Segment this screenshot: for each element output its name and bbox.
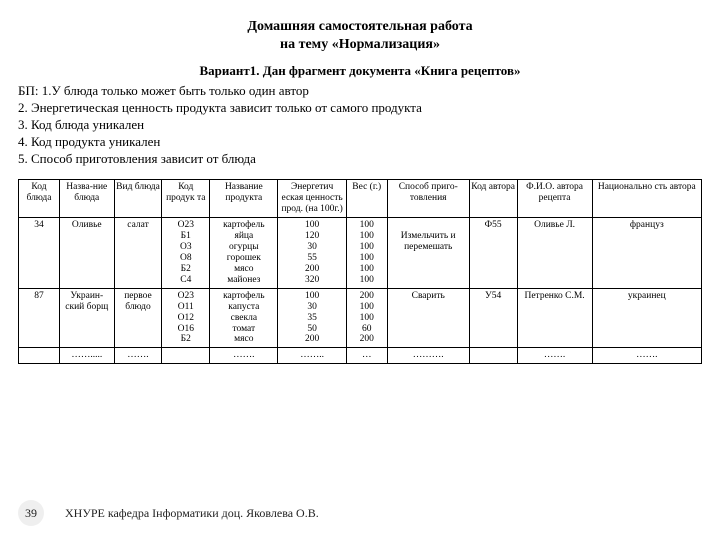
title-line-2: на тему «Нормализация»: [280, 37, 440, 52]
cell-prod_names: …….: [210, 348, 278, 364]
table-header-row: Код блюда Назва-ние блюда Вид блюда Код …: [19, 180, 702, 218]
cell-dish_name: Оливье: [59, 218, 114, 289]
cell-author_fio: Оливье Л.: [517, 218, 592, 289]
footer-department: ХНУРЕ кафедра Інформатики доц. Яковлева …: [65, 506, 319, 520]
col-prod-name: Название продукта: [210, 180, 278, 218]
page-footer: 39 ХНУРЕ кафедра Інформатики доц. Яковле…: [0, 500, 720, 526]
cell-dish_type: салат: [114, 218, 162, 289]
cell-author_nat: украинец: [592, 288, 701, 348]
col-dish-type: Вид блюда: [114, 180, 162, 218]
col-weight: Вес (г.): [346, 180, 387, 218]
table-row: 34ОливьесалатО23 Б1 О3 О8 Б2 С4картофель…: [19, 218, 702, 289]
cell-prod_codes: О23 О11 О12 О16 Б2: [162, 288, 210, 348]
col-author-nat: Национально сть автора: [592, 180, 701, 218]
cell-prod_names: картофель капуста свекла томат мясо: [210, 288, 278, 348]
bp-1: БП: 1.У блюда только может быть только о…: [18, 83, 702, 100]
cell-code_dish: 87: [19, 288, 60, 348]
cell-weight: 200 100 100 60 200: [346, 288, 387, 348]
cell-author_code: У54: [469, 288, 517, 348]
business-rules: БП: 1.У блюда только может быть только о…: [18, 83, 702, 167]
cell-author_code: [469, 348, 517, 364]
variant-heading: Вариант1. Дан фрагмент документа «Книга …: [18, 63, 702, 79]
cell-author_fio: Петренко С.М.: [517, 288, 592, 348]
cell-prod_codes: [162, 348, 210, 364]
cell-dish_name: Украин-ский борщ: [59, 288, 114, 348]
bp-2: 2. Энергетическая ценность продукта зави…: [18, 100, 702, 117]
bp-5: 5. Способ приготовления зависит от блюда: [18, 151, 702, 168]
bp-3: 3. Код блюда уникален: [18, 117, 702, 134]
cell-dish_name: …….....: [59, 348, 114, 364]
page-number: 39: [18, 500, 44, 526]
cell-weight: 100 100 100 100 100 100: [346, 218, 387, 289]
bp-4: 4. Код продукта уникален: [18, 134, 702, 151]
col-dish-name: Назва-ние блюда: [59, 180, 114, 218]
col-author-fio: Ф.И.О. автора рецепта: [517, 180, 592, 218]
cell-energy: 100 30 35 50 200: [278, 288, 346, 348]
cell-dish_type: первое блюдо: [114, 288, 162, 348]
cell-prod_codes: О23 Б1 О3 О8 Б2 С4: [162, 218, 210, 289]
cell-author_nat: …….: [592, 348, 701, 364]
cell-energy: ……..: [278, 348, 346, 364]
title-line-1: Домашняя самостоятельная работа: [247, 19, 472, 34]
col-prod-code: Код продук та: [162, 180, 210, 218]
col-method: Способ приго- товления: [387, 180, 469, 218]
recipe-table: Код блюда Назва-ние блюда Вид блюда Код …: [18, 179, 702, 364]
table-row: …….....…….…….……..………….…….…….: [19, 348, 702, 364]
cell-author_nat: француз: [592, 218, 701, 289]
cell-code_dish: [19, 348, 60, 364]
col-author-code: Код автора: [469, 180, 517, 218]
col-energy: Энергетич еская ценность прод. (на 100г.…: [278, 180, 346, 218]
cell-author_code: Ф55: [469, 218, 517, 289]
table-row: 87Украин-ский борщпервое блюдоО23 О11 О1…: [19, 288, 702, 348]
cell-method: ……….: [387, 348, 469, 364]
col-code-dish: Код блюда: [19, 180, 60, 218]
cell-energy: 100 120 30 55 200 320: [278, 218, 346, 289]
cell-prod_names: картофель яйца огурцы горошек мясо майон…: [210, 218, 278, 289]
cell-method: Измельчить и перемешать: [387, 218, 469, 289]
page-title: Домашняя самостоятельная работа на тему …: [18, 18, 702, 53]
cell-weight: …: [346, 348, 387, 364]
cell-dish_type: …….: [114, 348, 162, 364]
cell-author_fio: …….: [517, 348, 592, 364]
cell-method: Сварить: [387, 288, 469, 348]
cell-code_dish: 34: [19, 218, 60, 289]
